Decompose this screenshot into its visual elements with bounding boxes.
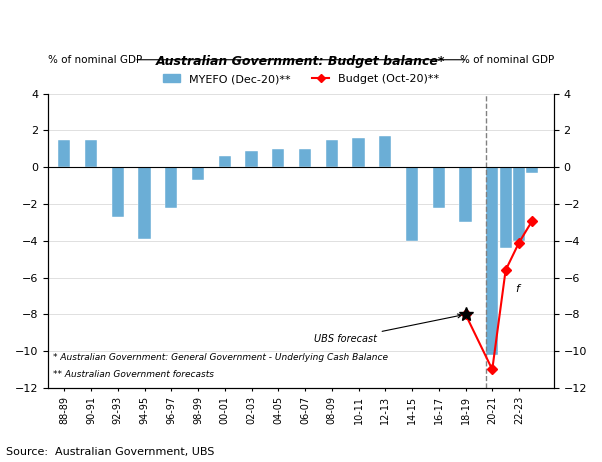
- Text: Source:  Australian Government, UBS: Source: Australian Government, UBS: [6, 447, 214, 457]
- Text: % of nominal GDP: % of nominal GDP: [48, 55, 143, 65]
- Bar: [246, 151, 258, 167]
- Bar: [326, 140, 338, 167]
- Bar: [513, 167, 525, 241]
- Text: ** Australian Government forecasts: ** Australian Government forecasts: [54, 370, 214, 379]
- Bar: [272, 149, 284, 167]
- Bar: [486, 167, 498, 355]
- Bar: [112, 167, 124, 217]
- Bar: [85, 140, 97, 167]
- Bar: [192, 167, 204, 180]
- Text: Australian Government: Budget balance*: Australian Government: Budget balance*: [157, 55, 445, 68]
- Bar: [219, 156, 231, 167]
- Bar: [299, 149, 311, 167]
- Bar: [526, 167, 538, 173]
- Text: % of nominal GDP: % of nominal GDP: [459, 55, 554, 65]
- Bar: [500, 167, 512, 248]
- Bar: [459, 167, 471, 222]
- Bar: [165, 167, 177, 207]
- Bar: [138, 167, 150, 239]
- Bar: [58, 140, 70, 167]
- Text: * Australian Government: General Government - Underlying Cash Balance: * Australian Government: General Governm…: [54, 353, 388, 362]
- Bar: [379, 136, 391, 167]
- Bar: [353, 138, 365, 167]
- Text: UBS forecast: UBS forecast: [314, 314, 462, 344]
- Text: f: f: [515, 284, 519, 294]
- Bar: [406, 167, 418, 241]
- Legend: MYEFO (Dec-20)**, Budget (Oct-20)**: MYEFO (Dec-20)**, Budget (Oct-20)**: [158, 70, 444, 89]
- Bar: [433, 167, 445, 207]
